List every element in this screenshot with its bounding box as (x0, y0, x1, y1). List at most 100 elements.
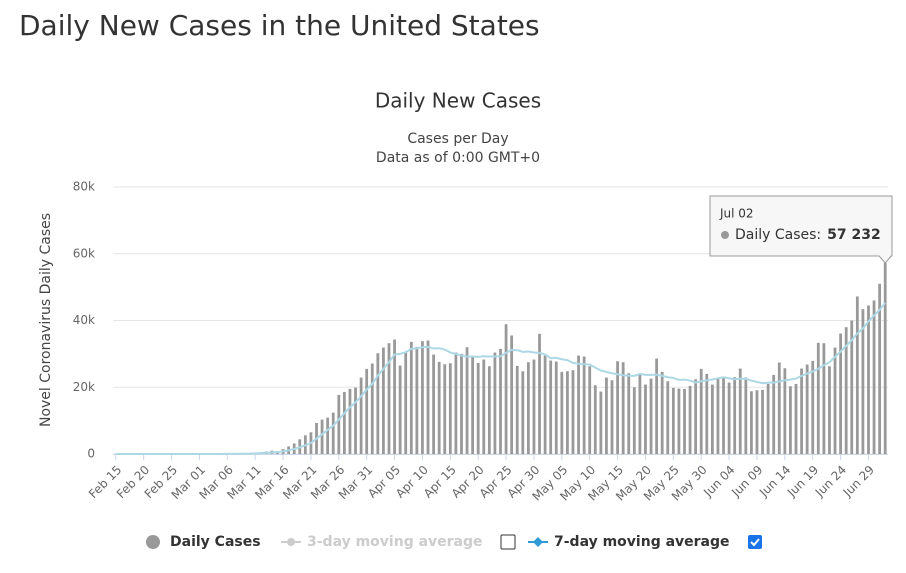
bar (649, 378, 653, 454)
y-tick-label: 20k (73, 380, 95, 394)
bar (421, 341, 424, 454)
bar (510, 335, 514, 454)
bar (538, 333, 541, 454)
legend-label[interactable]: 7-day moving average (554, 534, 730, 550)
bar (655, 358, 659, 454)
bar (683, 388, 686, 454)
bar (404, 351, 408, 454)
bar (432, 354, 435, 454)
bar (677, 388, 681, 454)
bar (471, 357, 475, 454)
bar (370, 363, 374, 454)
bar (861, 309, 865, 454)
legend-checkmark (750, 538, 760, 547)
bar (816, 342, 820, 454)
x-tick-label: Jun 24 (812, 463, 849, 500)
bar (800, 368, 803, 454)
bar (605, 377, 608, 454)
bar (638, 374, 642, 454)
y-tick-label: 60k (73, 246, 95, 260)
x-tick-label: Jun 04 (700, 463, 737, 500)
tooltip-text: Daily Cases: 57 232 (735, 227, 881, 243)
bar (409, 341, 413, 454)
bar (666, 381, 670, 454)
bar (593, 385, 597, 454)
bar (426, 340, 430, 454)
bar (566, 371, 569, 454)
x-tick-label: Jun 09 (728, 463, 765, 500)
bar (549, 360, 553, 454)
bar (844, 327, 848, 454)
bar (744, 377, 748, 454)
bar (750, 391, 753, 454)
bar (621, 362, 625, 454)
bar (359, 377, 363, 454)
bar (855, 296, 859, 454)
bar (448, 363, 452, 454)
bar (828, 366, 831, 454)
bar (789, 386, 792, 454)
bar (872, 300, 876, 454)
bar (738, 368, 742, 454)
bar (699, 368, 703, 454)
bar (460, 353, 463, 454)
moving-average-line (115, 302, 886, 455)
bar (777, 362, 781, 454)
legend-checkbox[interactable] (748, 535, 762, 549)
bar (493, 352, 497, 454)
bar (644, 384, 647, 454)
legend-marker (287, 538, 295, 546)
bar (582, 356, 586, 454)
bar (610, 380, 614, 454)
bar (387, 343, 391, 454)
y-tick-label: 0 (87, 447, 95, 461)
bar (733, 377, 737, 454)
legend-label[interactable]: 3-day moving average (307, 534, 483, 550)
bar (415, 346, 419, 454)
bar (710, 384, 714, 454)
bar (632, 387, 636, 454)
legend-checkbox[interactable] (500, 534, 516, 550)
bar (616, 361, 619, 454)
bar (382, 347, 385, 454)
bar (577, 355, 580, 454)
y-tick-label: 40k (73, 313, 95, 327)
bar (342, 391, 346, 454)
bar (499, 348, 502, 454)
y-tick-label: 80k (73, 180, 95, 194)
bar (365, 368, 369, 454)
x-tick-label: Jun 14 (756, 463, 793, 500)
x-tick-label: Jun 19 (784, 463, 821, 500)
bar (398, 365, 402, 454)
legend-marker (533, 537, 543, 547)
bar (755, 390, 759, 454)
bar (627, 373, 631, 454)
bar (839, 333, 843, 454)
chart-title: Daily New Cases (375, 89, 541, 113)
bar (487, 366, 491, 454)
bar (811, 360, 815, 454)
bar (331, 412, 335, 454)
bar (878, 283, 882, 454)
tooltip-box (709, 195, 893, 264)
bar (671, 387, 675, 454)
bar (482, 359, 486, 454)
bar (504, 324, 508, 454)
bar (337, 394, 341, 454)
tooltip-value: 57 232 (827, 227, 881, 243)
bar (794, 383, 798, 454)
bar (465, 347, 469, 454)
bar (833, 347, 837, 454)
bar (320, 419, 324, 454)
bar (660, 371, 664, 454)
bar (526, 362, 530, 454)
chart-subtitle: Cases per Day (407, 131, 508, 147)
bar (554, 361, 558, 454)
bar (543, 355, 547, 454)
bar (437, 361, 441, 454)
bar (883, 262, 887, 454)
bar (599, 391, 603, 454)
chart-subtitle: Data as of 0:00 GMT+0 (376, 150, 540, 166)
legend-label[interactable]: Daily Cases (170, 534, 261, 550)
